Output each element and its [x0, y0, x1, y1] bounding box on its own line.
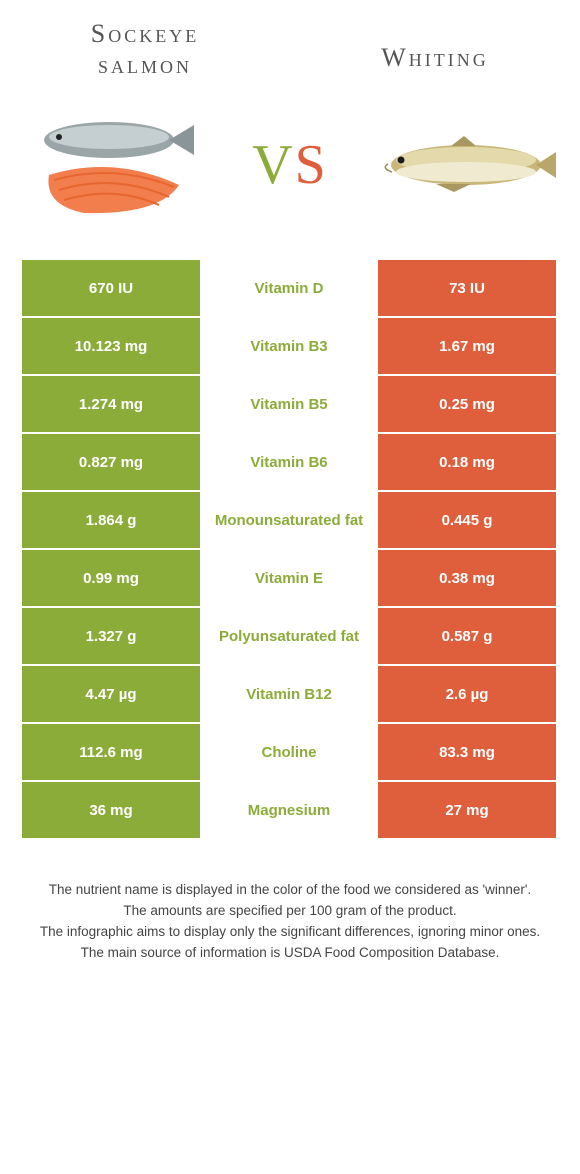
nutrient-name: Vitamin D [200, 260, 378, 316]
nutrient-name: Polyunsaturated fat [200, 608, 378, 664]
table-row: 670 IUVitamin D73 IU [22, 260, 558, 316]
nutrient-name: Vitamin E [200, 550, 378, 606]
table-row: 1.864 gMonounsaturated fat0.445 g [22, 492, 558, 548]
salmon-image [24, 100, 204, 230]
title-right-line1: Whiting [381, 43, 489, 72]
value-right: 0.587 g [378, 608, 556, 664]
value-left: 10.123 mg [22, 318, 200, 374]
vs-label: VS [252, 133, 328, 197]
food-title-left: Sockeye salmon [40, 18, 250, 80]
vs-s: S [295, 134, 328, 196]
table-row: 112.6 mgCholine83.3 mg [22, 724, 558, 780]
table-row: 1.327 gPolyunsaturated fat0.587 g [22, 608, 558, 664]
table-row: 4.47 µgVitamin B122.6 µg [22, 666, 558, 722]
nutrient-name: Vitamin B5 [200, 376, 378, 432]
note-line-1: The nutrient name is displayed in the co… [32, 880, 548, 901]
value-left: 670 IU [22, 260, 200, 316]
note-line-4: The main source of information is USDA F… [32, 943, 548, 964]
value-left: 1.327 g [22, 608, 200, 664]
value-right: 0.38 mg [378, 550, 556, 606]
value-left: 112.6 mg [22, 724, 200, 780]
value-left: 0.827 mg [22, 434, 200, 490]
nutrient-name: Magnesium [200, 782, 378, 838]
nutrient-name: Vitamin B6 [200, 434, 378, 490]
value-right: 27 mg [378, 782, 556, 838]
table-row: 0.99 mgVitamin E0.38 mg [22, 550, 558, 606]
note-line-3: The infographic aims to display only the… [32, 922, 548, 943]
value-right: 73 IU [378, 260, 556, 316]
header: Sockeye salmon Whiting [0, 0, 580, 80]
whiting-image [376, 100, 556, 230]
vs-v: V [252, 134, 294, 196]
table-row: 36 mgMagnesium27 mg [22, 782, 558, 838]
nutrient-name: Choline [200, 724, 378, 780]
value-left: 0.99 mg [22, 550, 200, 606]
table-row: 1.274 mgVitamin B50.25 mg [22, 376, 558, 432]
value-left: 1.274 mg [22, 376, 200, 432]
images-row: VS [0, 80, 580, 260]
value-right: 83.3 mg [378, 724, 556, 780]
value-left: 36 mg [22, 782, 200, 838]
value-right: 1.67 mg [378, 318, 556, 374]
value-right: 2.6 µg [378, 666, 556, 722]
value-left: 1.864 g [22, 492, 200, 548]
comparison-table: 670 IUVitamin D73 IU10.123 mgVitamin B31… [22, 260, 558, 838]
title-left-line1: Sockeye [91, 19, 199, 48]
food-title-right: Whiting [330, 18, 540, 73]
value-right: 0.25 mg [378, 376, 556, 432]
nutrient-name: Monounsaturated fat [200, 492, 378, 548]
nutrient-name: Vitamin B3 [200, 318, 378, 374]
table-row: 10.123 mgVitamin B31.67 mg [22, 318, 558, 374]
footer-notes: The nutrient name is displayed in the co… [0, 840, 580, 964]
value-left: 4.47 µg [22, 666, 200, 722]
value-right: 0.18 mg [378, 434, 556, 490]
note-line-2: The amounts are specified per 100 gram o… [32, 901, 548, 922]
title-left-line2: salmon [98, 50, 192, 79]
table-row: 0.827 mgVitamin B60.18 mg [22, 434, 558, 490]
nutrient-name: Vitamin B12 [200, 666, 378, 722]
value-right: 0.445 g [378, 492, 556, 548]
